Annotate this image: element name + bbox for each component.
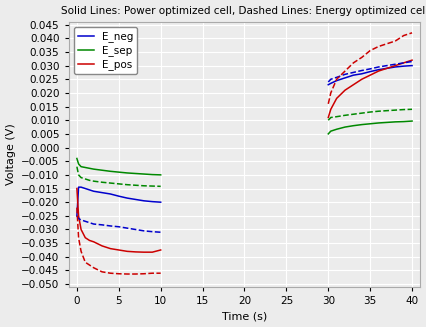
Legend: E_neg, E_sep, E_pos: E_neg, E_sep, E_pos — [74, 27, 138, 75]
Title: Solid Lines: Power optimized cell, Dashed Lines: Energy optimized cell: Solid Lines: Power optimized cell, Dashe… — [61, 6, 426, 16]
X-axis label: Time (s): Time (s) — [222, 311, 267, 321]
Y-axis label: Voltage (V): Voltage (V) — [6, 124, 16, 185]
